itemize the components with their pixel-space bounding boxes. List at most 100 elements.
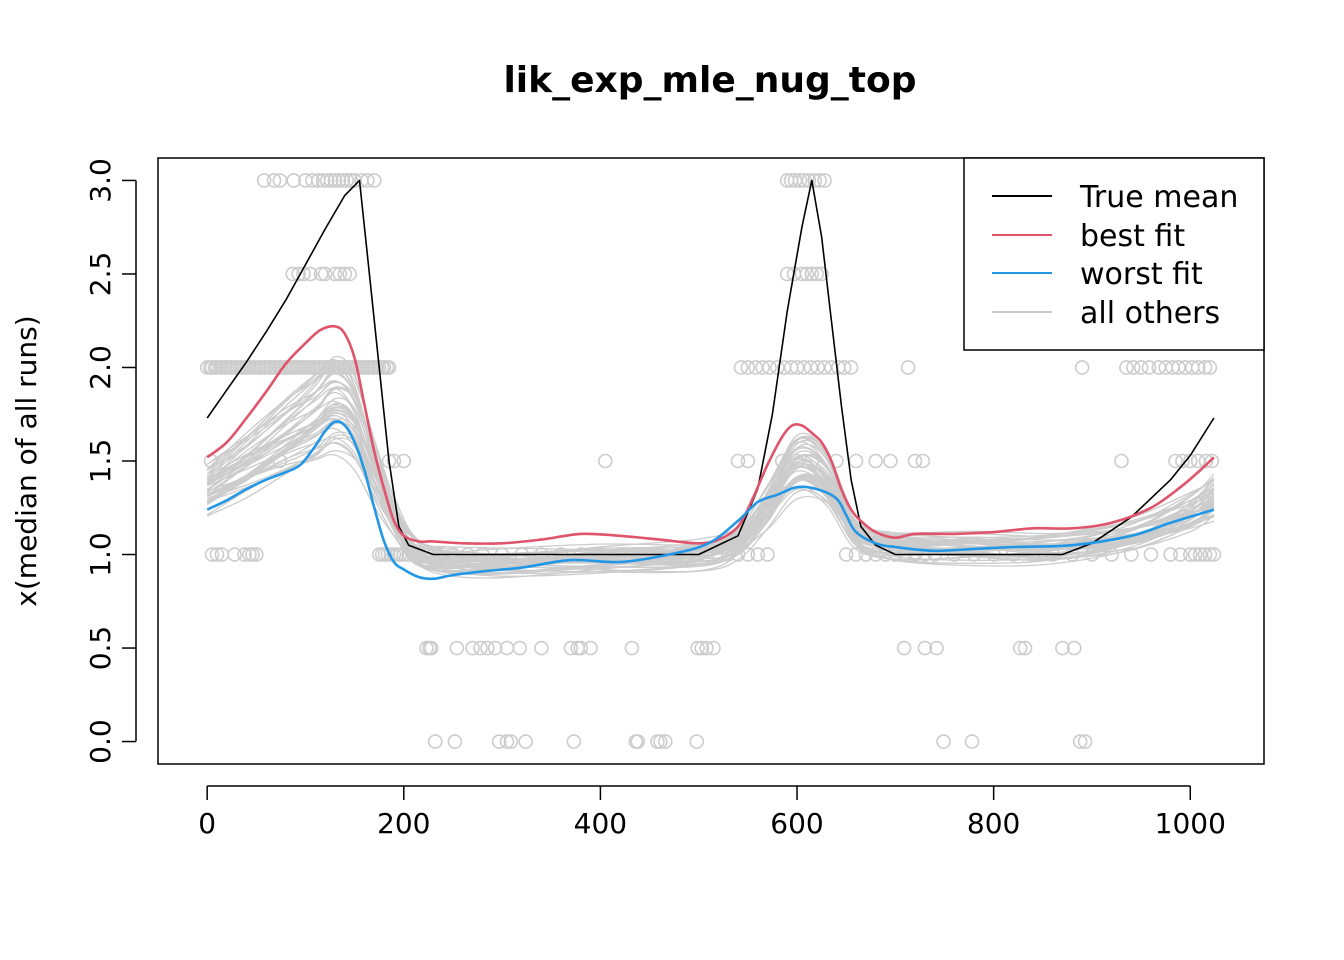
data-point [1119, 360, 1134, 375]
data-point [624, 640, 640, 656]
data-point [366, 173, 382, 188]
data-point [209, 547, 225, 562]
data-point [653, 734, 668, 749]
data-point [868, 453, 883, 469]
data-point [843, 360, 859, 375]
legend-label-worst-fit: worst fit [1080, 257, 1203, 292]
data-point [814, 266, 829, 282]
data-point [896, 640, 912, 656]
y-tick-label: 1.5 [84, 439, 117, 484]
data-point [694, 640, 709, 656]
data-point [256, 173, 272, 188]
legend-box [963, 157, 1265, 351]
data-point [319, 173, 335, 188]
data-point [907, 453, 923, 469]
data-point [343, 173, 358, 188]
data-point [303, 266, 318, 282]
data-point [1187, 547, 1203, 562]
data-point [335, 173, 351, 188]
data-point [900, 360, 916, 375]
data-point [327, 266, 343, 282]
data-point [286, 173, 301, 188]
data-point [730, 453, 746, 469]
y-tick-label: 0.0 [84, 719, 117, 764]
data-point [1012, 640, 1028, 656]
data-point [381, 360, 397, 375]
data-point [305, 173, 320, 188]
series-layer [206, 179, 1215, 581]
x-tick-label: 400 [574, 807, 627, 840]
data-point [1197, 547, 1213, 562]
data-point [499, 734, 515, 749]
other-run-line [206, 372, 1215, 560]
data-point [812, 173, 827, 188]
data-point [848, 547, 864, 562]
other-run-line [206, 431, 1215, 565]
data-point [337, 266, 353, 282]
data-point [227, 547, 242, 562]
data-point [1123, 547, 1139, 562]
data-point [249, 547, 264, 562]
data-point [1074, 360, 1090, 375]
data-point [690, 640, 706, 656]
data-point [237, 547, 252, 562]
data-point [964, 734, 980, 749]
data-point [360, 173, 375, 188]
data-point [817, 173, 832, 188]
data-point [291, 266, 306, 282]
x-axis: 0 200 400 600 800 1000 [198, 785, 1226, 840]
data-point [804, 266, 820, 282]
other-run-line [206, 364, 1215, 567]
data-point [465, 640, 480, 656]
data-point [1197, 360, 1213, 375]
data-point [1182, 547, 1198, 562]
data-point [762, 360, 777, 375]
data-point [427, 734, 443, 749]
data-point [699, 640, 714, 656]
y-tick-label: 0.5 [84, 626, 117, 671]
x-tick-label: 1000 [1155, 807, 1226, 840]
data-point [473, 640, 488, 656]
data-point [915, 453, 931, 469]
data-point [1206, 547, 1222, 562]
data-point [331, 173, 347, 188]
data-point [1055, 640, 1070, 656]
data-point [740, 453, 756, 469]
data-point [327, 173, 343, 188]
data-point [1125, 360, 1141, 375]
data-point [1204, 453, 1220, 469]
other-run-line [206, 397, 1215, 576]
data-point [1017, 640, 1033, 656]
data-point [883, 453, 898, 469]
data-point [740, 547, 756, 562]
x-tick-label: 800 [967, 807, 1020, 840]
data-point [487, 640, 503, 656]
data-point [1141, 360, 1157, 375]
data-point [583, 640, 598, 656]
data-point [1168, 453, 1183, 469]
data-point [503, 734, 519, 749]
data-point [755, 360, 770, 375]
data-point [266, 173, 282, 188]
other-run-line [206, 453, 1215, 573]
plot-area [199, 173, 1222, 749]
x-tick-label: 200 [377, 807, 430, 840]
data-point [1173, 547, 1188, 562]
data-point [563, 640, 579, 656]
data-point [650, 734, 665, 749]
chart-title: lik_exp_mle_nug_top [503, 60, 916, 101]
data-point [836, 360, 852, 375]
data-point [245, 547, 260, 562]
data-point [447, 734, 463, 749]
data-point [598, 453, 613, 469]
data-point [1077, 734, 1093, 749]
other-run-line [206, 437, 1215, 575]
data-point [1066, 640, 1082, 656]
data-point [512, 640, 528, 656]
data-point [848, 453, 864, 469]
data-point [796, 173, 812, 188]
data-point [396, 453, 412, 469]
data-point [929, 640, 944, 656]
data-point [491, 734, 507, 749]
